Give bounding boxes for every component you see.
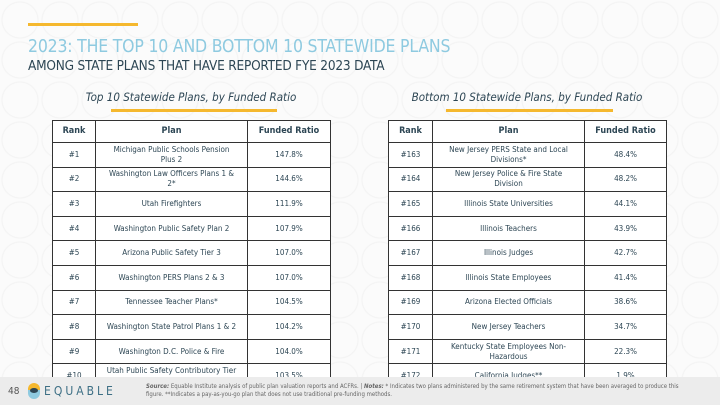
table-row: #167 Illinois Judges 42.7% (388, 240, 667, 266)
funded-ratio-cell: 104.0% (247, 338, 331, 365)
rank-cell: #163 (388, 142, 433, 168)
funded-ratio-cell: 104.5% (247, 289, 331, 316)
page-subtitle: AMONG STATE PLANS THAT HAVE REPORTED FYE… (28, 58, 385, 74)
plan-header: Plan (432, 120, 585, 143)
rank-cell: #3 (52, 191, 96, 217)
plan-cell: Washington PERS Plans 2 & 3 (95, 264, 248, 291)
plan-cell: Arizona Public Safety Tier 3 (95, 240, 248, 266)
table-row: #171 Kentucky State Employees Non-Hazardo… (388, 338, 667, 365)
table-row: #5 Arizona Public Safety Tier 3 107.0% (52, 240, 331, 266)
bottom-heading-underline (446, 109, 613, 112)
funded-ratio-cell: 44.1% (584, 191, 667, 217)
rank-cell: #168 (388, 264, 433, 291)
table-row: #1 Michigan Public Schools Pension Plus 2… (52, 142, 331, 168)
page-title: 2023: THE TOP 10 AND BOTTOM 10 STATEWIDE… (28, 37, 451, 57)
table-row: #8 Washington State Patrol Plans 1 & 2 104… (52, 314, 331, 340)
table-row: #164 New Jersey Police & Fire State Divis… (388, 166, 667, 193)
plan-cell: New Jersey Police & Fire State Division (432, 166, 585, 193)
rank-cell: #5 (52, 240, 96, 266)
funded-ratio-cell: 107.0% (247, 264, 331, 291)
funded-ratio-cell: 34.7% (584, 314, 667, 340)
table-row: #6 Washington PERS Plans 2 & 3 107.0% (52, 264, 331, 291)
plan-cell: New Jersey Teachers (432, 314, 585, 340)
bottom-10-table: Rank Plan Funded Ratio #163 New Jersey PE… (388, 120, 667, 389)
rank-cell: #9 (52, 338, 96, 365)
funded-ratio-cell: 104.2% (247, 314, 331, 340)
plan-cell: New Jersey PERS State and Local Division… (432, 142, 585, 168)
plan-cell: Washington State Patrol Plans 1 & 2 (95, 314, 248, 340)
rank-header: Rank (52, 120, 96, 143)
table-row: #3 Utah Firefighters 111.9% (52, 191, 331, 217)
table-header-row: Rank Plan Funded Ratio (388, 120, 667, 143)
bottom-table-heading: Bottom 10 Statewide Plans, by Funded Rat… (411, 90, 643, 104)
footnote: Source: Equable Institute analysis of pu… (146, 383, 686, 399)
table-row: #166 Illinois Teachers 43.9% (388, 215, 667, 242)
funded-ratio-cell: 107.0% (247, 240, 331, 266)
funded-ratio-cell: 22.3% (584, 338, 667, 365)
rank-cell: #169 (388, 289, 433, 316)
plan-cell: Michigan Public Schools Pension Plus 2 (95, 142, 248, 168)
funded-ratio-cell: 42.7% (584, 240, 667, 266)
plan-cell: Illinois State Universities (432, 191, 585, 217)
rank-cell: #164 (388, 166, 433, 193)
table-row: #165 Illinois State Universities 44.1% (388, 191, 667, 217)
funded-ratio-cell: 43.9% (584, 215, 667, 242)
plan-cell: Arizona Elected Officials (432, 289, 585, 316)
funded-ratio-header: Funded Ratio (584, 120, 667, 143)
rank-cell: #2 (52, 166, 96, 193)
source-label: Source: (146, 383, 170, 390)
plan-cell: Illinois State Employees (432, 264, 585, 291)
funded-ratio-cell: 144.6% (247, 166, 331, 193)
table-row: #168 Illinois State Employees 41.4% (388, 264, 667, 291)
brand-name: EQUABLE (44, 384, 116, 398)
plan-cell: Illinois Judges (432, 240, 585, 266)
page-number: 48 (8, 386, 20, 397)
accent-line (28, 23, 138, 26)
funded-ratio-cell: 38.6% (584, 289, 667, 316)
table-header-row: Rank Plan Funded Ratio (52, 120, 331, 143)
funded-ratio-cell: 48.2% (584, 166, 667, 193)
rank-header: Rank (388, 120, 433, 143)
plan-cell: Kentucky State Employees Non-Hazardous (432, 338, 585, 365)
top-10-table: Rank Plan Funded Ratio #1 Michigan Public… (52, 120, 331, 389)
rank-cell: #8 (52, 314, 96, 340)
funded-ratio-cell: 48.4% (584, 142, 667, 168)
equable-logo-icon (28, 383, 40, 399)
plan-cell: Tennessee Teacher Plans* (95, 289, 248, 316)
top-heading-underline (111, 109, 277, 112)
rank-cell: #1 (52, 142, 96, 168)
funded-ratio-cell: 107.9% (247, 215, 331, 242)
table-row: #163 New Jersey PERS State and Local Divi… (388, 142, 667, 168)
funded-ratio-header: Funded Ratio (247, 120, 331, 143)
rank-cell: #166 (388, 215, 433, 242)
rank-cell: #167 (388, 240, 433, 266)
plan-cell: Washington Law Officers Plans 1 & 2* (95, 166, 248, 193)
rank-cell: #165 (388, 191, 433, 217)
rank-cell: #4 (52, 215, 96, 242)
notes-label: Notes: (363, 383, 384, 390)
table-row: #9 Washington D.C. Police & Fire 104.0% (52, 338, 331, 365)
table-row: #4 Washington Public Safety Plan 2 107.9% (52, 215, 331, 242)
top-table-heading: Top 10 Statewide Plans, by Funded Ratio (85, 90, 297, 104)
rank-cell: #171 (388, 338, 433, 365)
funded-ratio-cell: 147.8% (247, 142, 331, 168)
footer: 48 EQUABLE Source: Equable Institute ana… (0, 377, 720, 405)
plan-cell: Illinois Teachers (432, 215, 585, 242)
table-row: #7 Tennessee Teacher Plans* 104.5% (52, 289, 331, 316)
plan-cell: Utah Firefighters (95, 191, 248, 217)
rank-cell: #6 (52, 264, 96, 291)
rank-cell: #170 (388, 314, 433, 340)
plan-cell: Washington D.C. Police & Fire (95, 338, 248, 365)
notes-text: * Indicates two plans administered by th… (146, 383, 679, 399)
table-row: #170 New Jersey Teachers 34.7% (388, 314, 667, 340)
rank-cell: #7 (52, 289, 96, 316)
funded-ratio-cell: 111.9% (247, 191, 331, 217)
plan-header: Plan (95, 120, 248, 143)
table-row: #2 Washington Law Officers Plans 1 & 2* 14… (52, 166, 331, 193)
funded-ratio-cell: 41.4% (584, 264, 667, 291)
source-text: Equable Institute analysis of public pla… (170, 383, 363, 390)
plan-cell: Washington Public Safety Plan 2 (95, 215, 248, 242)
table-row: #169 Arizona Elected Officials 38.6% (388, 289, 667, 316)
